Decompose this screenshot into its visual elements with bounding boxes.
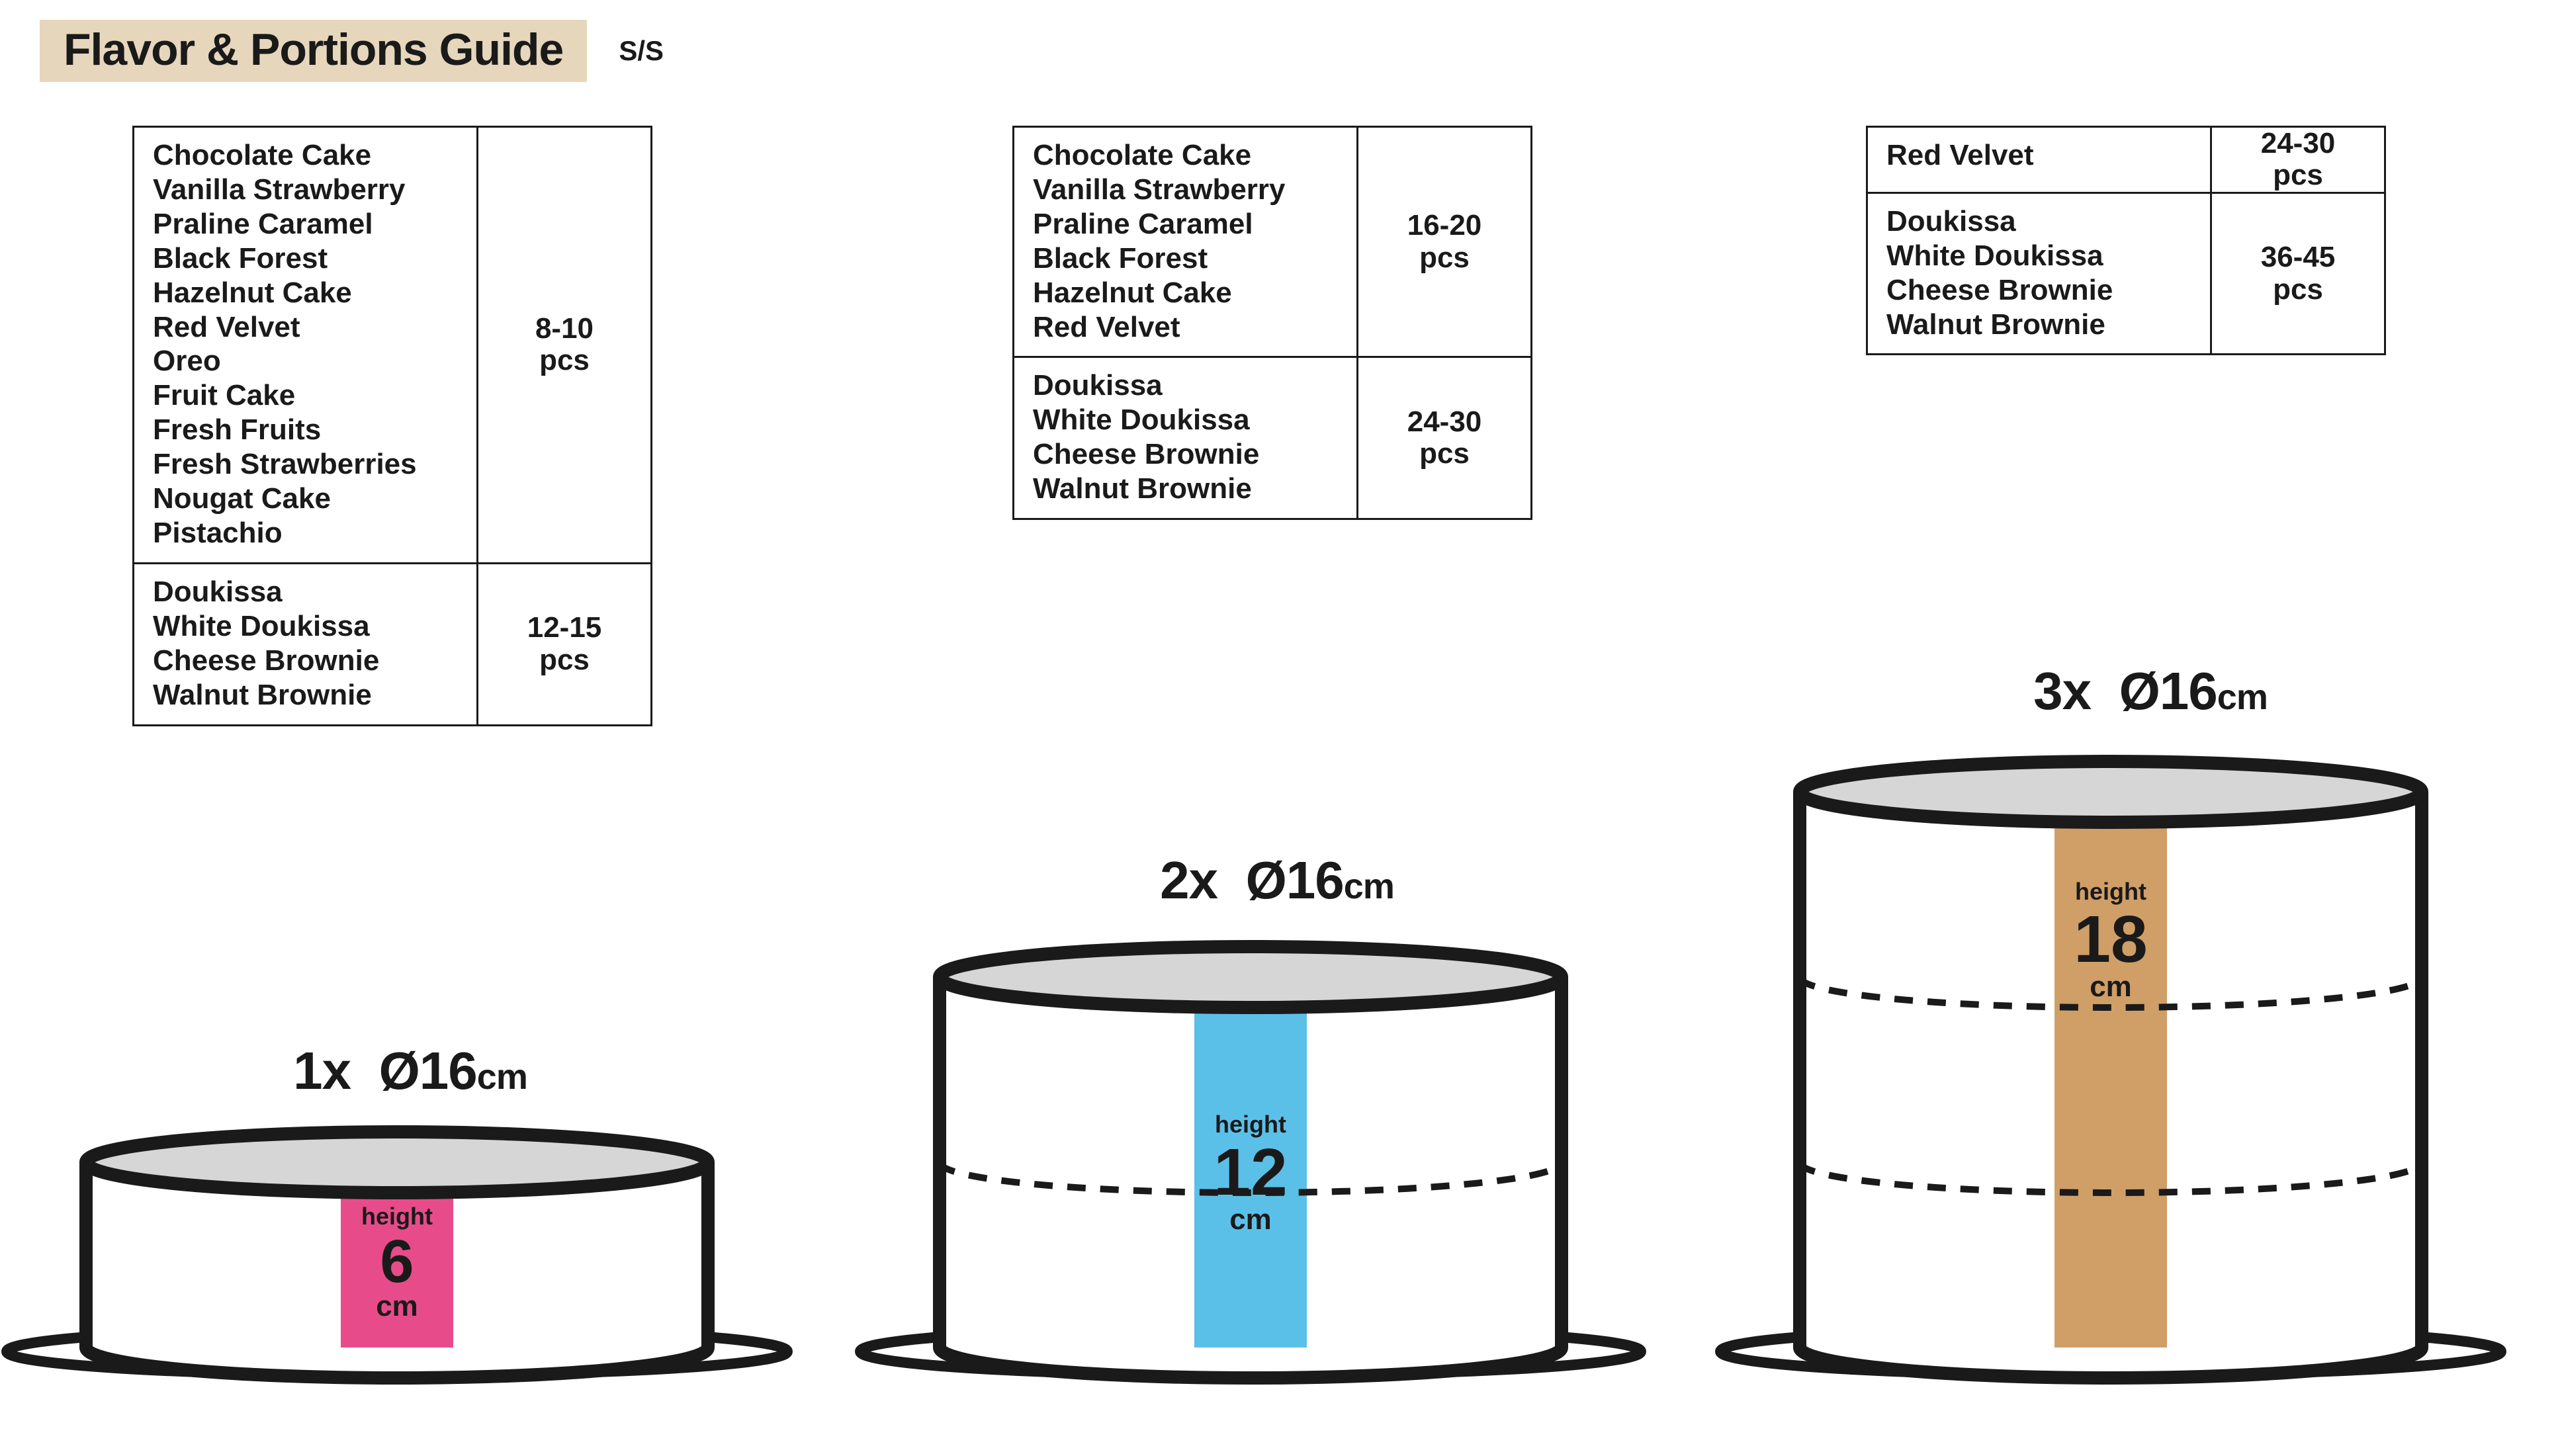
flavor-table-2x: Chocolate Cake Vanilla Strawberry Pralin…	[1012, 126, 1532, 520]
height-strip: height 18cm	[2054, 825, 2167, 1337]
height-strip: height 6cm	[341, 1195, 453, 1337]
height-unit: cm	[2090, 970, 2132, 1004]
cake-size-label: 2x Ø16cm	[1160, 850, 1394, 911]
unit-cm: cm	[477, 1057, 527, 1097]
cake-size-label: 1x Ø16cm	[293, 1041, 527, 1101]
cake-column-3x: 3x Ø16cm height18cm	[1707, 661, 2514, 1430]
height-strip: height 12cm	[1194, 1010, 1307, 1337]
table-row: Doukissa White Doukissa Cheese Brownie W…	[134, 562, 650, 724]
unit-cm: cm	[1344, 867, 1394, 906]
cake-size-label: 3x Ø16cm	[2033, 661, 2268, 722]
flavor-list: Doukissa White Doukissa Cheese Brownie W…	[1868, 194, 2212, 354]
flavor-list: Red Velvet	[1868, 128, 2212, 192]
flavor-list: Doukissa White Doukissa Cheese Brownie W…	[134, 564, 478, 724]
portions-count: 8-10pcs	[478, 128, 650, 562]
cake-illustration-3x: height 18cm	[1707, 752, 2514, 1430]
height-label: height	[1215, 1111, 1286, 1138]
table-row: Doukissa White Doukissa Cheese Brownie W…	[1868, 192, 2384, 354]
height-value: 12	[1214, 1142, 1287, 1202]
diameter: Ø16	[1246, 851, 1344, 910]
table-row: Red Velvet24-30pcs	[1868, 128, 2384, 192]
unit-cm: cm	[2217, 677, 2268, 717]
table-row: Chocolate Cake Vanilla Strawberry Pralin…	[1014, 128, 1530, 356]
flavor-list: Doukissa White Doukissa Cheese Brownie W…	[1014, 358, 1358, 518]
cake-column-2x: 2x Ø16cm height12cm	[847, 850, 1654, 1430]
portions-count: 24-30pcs	[1358, 358, 1530, 518]
height-value: 6	[380, 1234, 414, 1289]
height-unit: cm	[1229, 1203, 1272, 1236]
portions-count: 36-45pcs	[2212, 194, 2384, 354]
diameter: Ø16	[379, 1041, 477, 1100]
portions-count: 12-15pcs	[478, 564, 650, 724]
height-label: height	[2075, 878, 2146, 906]
table-row: Doukissa White Doukissa Cheese Brownie W…	[1014, 356, 1530, 518]
height-label: height	[361, 1203, 433, 1230]
flavor-list: Chocolate Cake Vanilla Strawberry Pralin…	[1014, 128, 1358, 356]
portions-count: 24-30pcs	[2212, 128, 2384, 192]
height-unit: cm	[376, 1290, 418, 1323]
diameter: Ø16	[2119, 662, 2217, 720]
multiplier: 2x	[1160, 851, 1217, 910]
flavor-table-3x: Red Velvet24-30pcsDoukissa White Doukiss…	[1866, 126, 2386, 355]
cake-illustration-2x: height 12cm	[847, 937, 1654, 1430]
cake-illustration-1x: height 6cm	[0, 1123, 801, 1430]
multiplier: 1x	[293, 1041, 351, 1100]
cake-column-1x: 1x Ø16cm height6cm	[0, 1041, 801, 1430]
size-code: S/S	[619, 35, 664, 67]
table-row: Chocolate Cake Vanilla Strawberry Pralin…	[134, 128, 650, 562]
flavor-list: Chocolate Cake Vanilla Strawberry Pralin…	[134, 128, 478, 562]
flavor-table-1x: Chocolate Cake Vanilla Strawberry Pralin…	[132, 126, 652, 726]
page-title: Flavor & Portions Guide	[64, 24, 563, 75]
title-box: Flavor & Portions Guide	[40, 20, 587, 82]
portions-count: 16-20pcs	[1358, 128, 1530, 356]
height-value: 18	[2074, 910, 2147, 969]
multiplier: 3x	[2033, 662, 2091, 720]
header: Flavor & Portions Guide S/S	[40, 20, 664, 82]
